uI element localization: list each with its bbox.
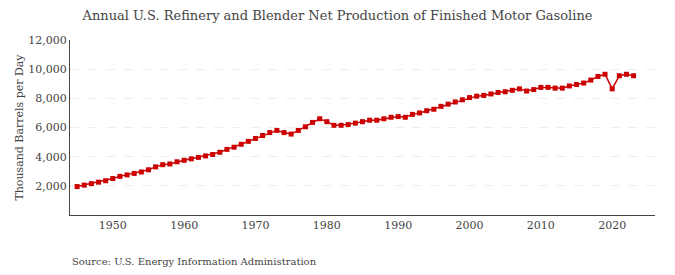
svg-text:1950: 1950 [99, 219, 127, 232]
svg-text:Source: U.S. Energy Informatio: Source: U.S. Energy Information Administ… [72, 256, 317, 267]
svg-text:4,000: 4,000 [35, 151, 67, 164]
svg-text:2000: 2000 [456, 219, 484, 232]
svg-text:10,000: 10,000 [28, 63, 67, 76]
svg-text:Annual U.S. Refinery and Blend: Annual U.S. Refinery and Blender Net Pro… [82, 8, 593, 23]
svg-text:1990: 1990 [384, 219, 412, 232]
svg-text:1980: 1980 [313, 219, 341, 232]
svg-text:Thousand Barrels per Day: Thousand Barrels per Day [13, 54, 26, 201]
svg-text:2020: 2020 [598, 219, 626, 232]
svg-text:12,000: 12,000 [28, 34, 67, 47]
svg-text:6,000: 6,000 [35, 121, 67, 134]
svg-text:2,000: 2,000 [35, 180, 67, 193]
svg-text:1960: 1960 [170, 219, 198, 232]
svg-text:1970: 1970 [241, 219, 269, 232]
svg-text:8,000: 8,000 [35, 92, 67, 105]
svg-text:2010: 2010 [527, 219, 555, 232]
